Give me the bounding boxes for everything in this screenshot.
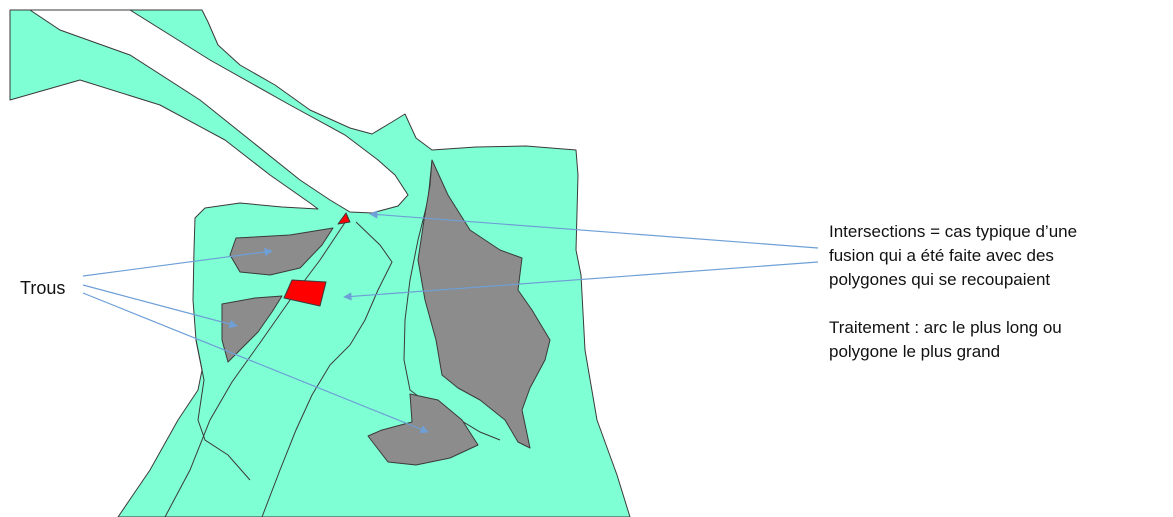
annotation-note: Intersections = cas typique d’une fusion… xyxy=(829,220,1077,364)
intersection-large xyxy=(283,279,327,307)
inner-boundary xyxy=(403,159,501,441)
note-spacer xyxy=(829,292,1077,316)
arrow-intersection-1 xyxy=(369,210,819,249)
inner-boundary-2 xyxy=(195,339,251,481)
intersections-text-line-1: Intersections = cas typique d’une xyxy=(829,222,1078,241)
arrow-trous-3 xyxy=(82,292,429,434)
arrow-trous-2 xyxy=(82,284,238,329)
river-channel xyxy=(28,9,409,214)
hole-middle-left xyxy=(221,295,283,363)
channel-band-edge xyxy=(164,217,349,517)
holes-label: Trous xyxy=(20,278,66,298)
hole-large xyxy=(417,159,551,449)
channel-band-edge-2 xyxy=(261,221,393,517)
hole-top-left xyxy=(229,227,334,276)
intersection-small xyxy=(337,212,351,225)
treatment-text-line-1: Traitement : arc le plus long ou xyxy=(829,318,1062,337)
intersections-text-line-3: polygones qui se recoupaient xyxy=(829,270,1051,289)
intersections-text-line-2: fusion qui a été faite avec des xyxy=(829,246,1054,265)
arrow-intersection-2 xyxy=(343,261,819,301)
treatment-text-line-2: polygone le plus grand xyxy=(829,342,1001,361)
fused-polygon-main xyxy=(9,9,631,517)
arrow-trous-1 xyxy=(82,247,273,277)
